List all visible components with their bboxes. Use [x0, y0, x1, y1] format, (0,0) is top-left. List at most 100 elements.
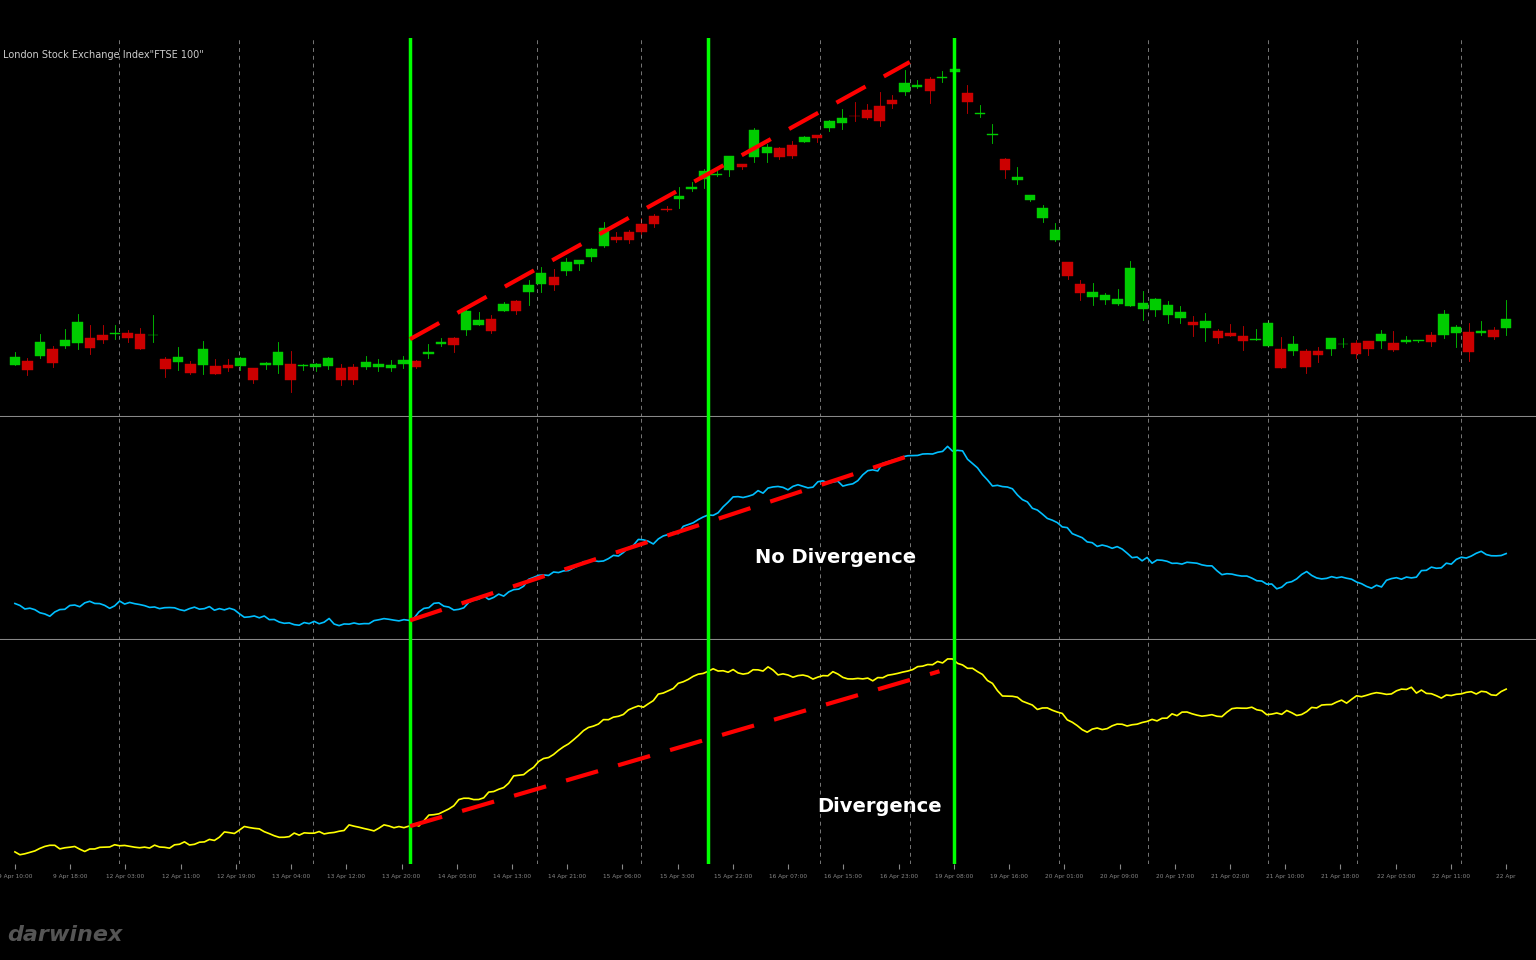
Bar: [611, 237, 622, 240]
Bar: [1075, 284, 1086, 293]
Bar: [648, 216, 659, 224]
Bar: [273, 352, 283, 365]
Bar: [1263, 323, 1273, 346]
Bar: [1313, 350, 1324, 355]
Bar: [1100, 295, 1111, 300]
Bar: [1401, 340, 1412, 342]
Bar: [247, 369, 258, 380]
Bar: [1425, 335, 1436, 342]
Bar: [1362, 342, 1373, 348]
Bar: [473, 321, 484, 325]
Bar: [485, 320, 496, 331]
Bar: [1301, 351, 1310, 368]
Bar: [135, 334, 146, 348]
Bar: [210, 366, 221, 373]
Bar: [198, 349, 207, 365]
Bar: [1438, 314, 1448, 335]
Bar: [35, 342, 45, 355]
Bar: [536, 273, 547, 284]
Bar: [373, 364, 384, 367]
Text: Divergence: Divergence: [817, 797, 942, 816]
Bar: [874, 106, 885, 121]
Bar: [1326, 338, 1336, 348]
Bar: [1000, 159, 1011, 171]
Bar: [1389, 343, 1399, 350]
Bar: [925, 79, 935, 91]
Bar: [310, 364, 321, 367]
Bar: [449, 339, 459, 346]
Bar: [323, 358, 333, 366]
Bar: [750, 131, 759, 157]
Bar: [975, 112, 985, 114]
Bar: [624, 232, 634, 240]
Bar: [349, 367, 358, 379]
Bar: [937, 77, 948, 79]
Bar: [398, 360, 409, 364]
Bar: [886, 100, 897, 105]
Bar: [160, 358, 170, 369]
Text: No Divergence: No Divergence: [754, 548, 915, 566]
Bar: [111, 333, 120, 334]
Bar: [1200, 321, 1210, 328]
Bar: [1150, 300, 1161, 310]
Bar: [1464, 332, 1475, 352]
Bar: [912, 84, 923, 86]
Bar: [1213, 330, 1223, 338]
Bar: [424, 352, 433, 354]
Bar: [1226, 333, 1235, 336]
Bar: [1287, 345, 1298, 351]
Bar: [123, 333, 134, 338]
Bar: [1238, 336, 1249, 341]
Bar: [9, 357, 20, 365]
Bar: [573, 260, 584, 264]
Bar: [774, 148, 785, 156]
Bar: [900, 84, 909, 92]
Bar: [1112, 299, 1123, 304]
Bar: [837, 118, 848, 123]
Text: darwinex: darwinex: [8, 924, 123, 945]
Bar: [587, 249, 596, 256]
Bar: [1049, 229, 1060, 240]
Bar: [1124, 268, 1135, 306]
Bar: [84, 338, 95, 348]
Bar: [1138, 303, 1147, 309]
Bar: [548, 276, 559, 285]
Bar: [235, 358, 246, 366]
Bar: [172, 357, 183, 362]
Bar: [1476, 331, 1487, 333]
Bar: [962, 93, 972, 102]
Bar: [1488, 330, 1499, 337]
Bar: [1025, 195, 1035, 201]
Bar: [436, 342, 445, 345]
Bar: [699, 171, 710, 180]
Bar: [22, 361, 32, 370]
Bar: [1275, 349, 1286, 368]
Bar: [737, 164, 746, 167]
Bar: [862, 109, 872, 118]
Bar: [511, 301, 521, 311]
Bar: [361, 362, 372, 367]
Bar: [1350, 343, 1361, 353]
Bar: [825, 121, 834, 128]
Bar: [687, 186, 697, 189]
Bar: [1452, 326, 1461, 333]
Bar: [298, 365, 309, 367]
Bar: [1087, 292, 1098, 298]
Text: London Stock Exchange Index"FTSE 100": London Stock Exchange Index"FTSE 100": [3, 50, 204, 60]
Bar: [1012, 177, 1023, 180]
Bar: [799, 137, 809, 142]
Bar: [1175, 312, 1186, 319]
Bar: [60, 340, 71, 346]
Bar: [386, 365, 396, 368]
Bar: [410, 361, 421, 368]
Bar: [97, 335, 108, 340]
Bar: [1376, 334, 1385, 341]
Bar: [223, 365, 233, 368]
Bar: [674, 196, 685, 200]
Bar: [1063, 262, 1072, 276]
Bar: [48, 349, 58, 363]
Bar: [599, 228, 610, 247]
Bar: [949, 68, 960, 72]
Bar: [636, 224, 647, 232]
Bar: [762, 147, 773, 153]
